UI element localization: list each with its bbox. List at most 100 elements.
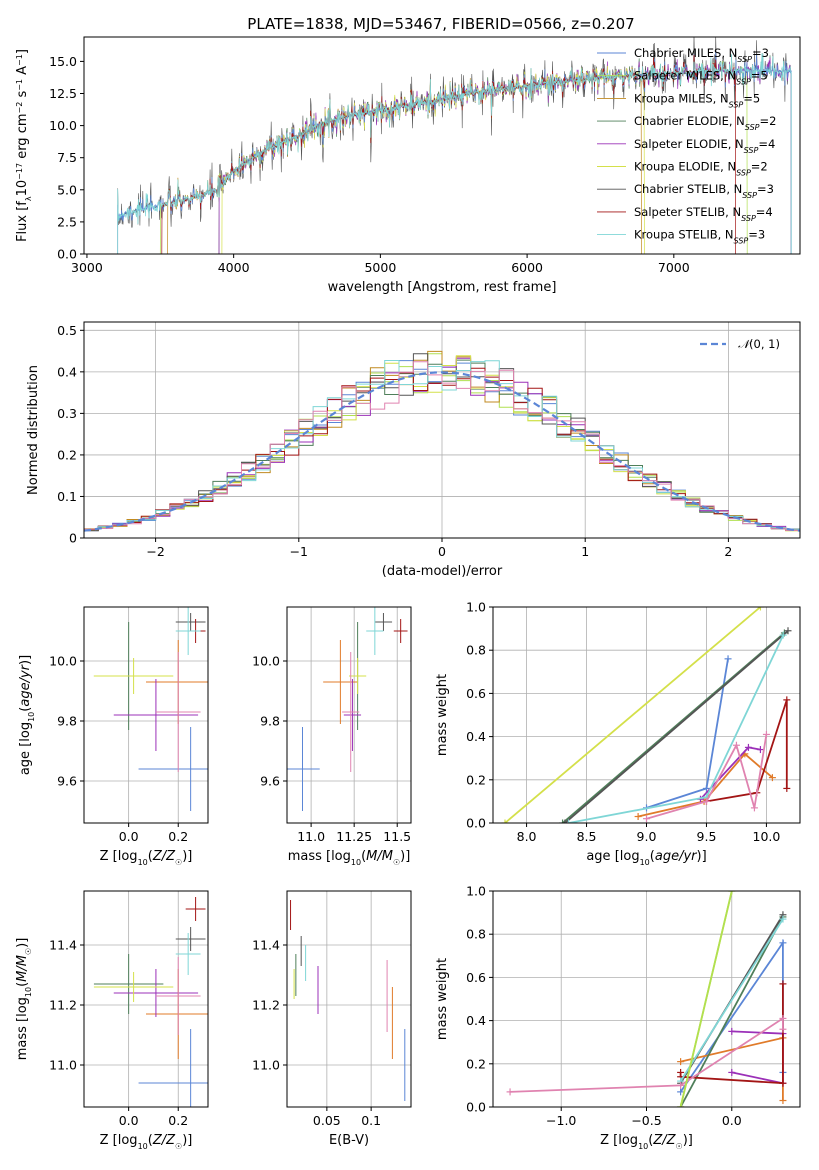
- x-tick-label: 8.0: [517, 829, 537, 844]
- y-tick-label: 0.0: [466, 1100, 486, 1115]
- x-tick-label: 2: [724, 544, 732, 559]
- y-tick-label: 11.4: [252, 938, 280, 953]
- age-weight-plot-area: [493, 607, 800, 823]
- axes-frame: [83, 321, 801, 539]
- legend-entry: Kroupa MILES, NSSP=5: [634, 91, 760, 109]
- y-tick-label: 0.6: [466, 686, 486, 701]
- x-tick-label: 0.0: [119, 1113, 139, 1128]
- legend-entry: Chabrier MILES, NSSP=3: [634, 46, 769, 64]
- x-tick-label: 1: [581, 544, 589, 559]
- y-tick-label: 0: [69, 531, 77, 546]
- weight-series-line: [504, 607, 761, 823]
- legend-entry: Salpeter STELIB, NSSP=4: [634, 205, 773, 223]
- x-tick-label: 9.0: [637, 829, 657, 844]
- errorbar-point: [155, 957, 201, 1035]
- Z-age-plot-area: [84, 607, 208, 823]
- y-tick-label: 1.0: [466, 600, 486, 615]
- x-tick-label: 11.0: [297, 829, 325, 844]
- y-axis-label: mass weight: [435, 674, 450, 756]
- errorbar-point: [343, 679, 362, 751]
- spectrum-series-line: [161, 54, 736, 254]
- errorbar-point: [366, 607, 384, 655]
- residual-histogram-step: [84, 361, 800, 531]
- y-tick-label: 11.2: [252, 998, 280, 1013]
- errorbar-point: [175, 927, 206, 951]
- weight-series-line: [679, 918, 784, 1082]
- age-weight-panel: 8.0 8.5 9.0 9.5 10.0 0.0 0.2 0.4 0.6 0.8 1.0 age [l…: [435, 600, 801, 867]
- y-tick-label: 11.4: [49, 938, 77, 953]
- y-tick-label: 0.8: [466, 643, 486, 658]
- z-weight-panel: −1.0 −0.5 0.0 0.0 0.2 0.4 0.6 0.8 1.0 Z [log10(Z/…: [435, 884, 801, 1151]
- errorbar-point: [93, 954, 164, 1014]
- axes-frame: [286, 606, 412, 824]
- z-mass-panel: 0.0 0.2 11.0 11.2 11.4 Z [log10(Z/Z☉)] mass [l…: [15, 890, 209, 1151]
- x-axis-label: E(B-V): [329, 1133, 369, 1148]
- y-tick-label: 0.8: [466, 927, 486, 942]
- y-tick-label: 11.2: [49, 998, 77, 1013]
- errorbar-point: [175, 607, 201, 655]
- ebv-mass-panel: 0.05 0.1 11.0 11.2 11.4 E(B-V): [252, 890, 412, 1148]
- spectrum-legend: Chabrier MILES, NSSP=3 Salpeter MILES, NS…: [597, 46, 776, 245]
- y-axis-label: Flux [fλ10−17 erg cm−2 s−1 A−1]: [15, 49, 33, 242]
- weight-series-line: [510, 1016, 784, 1093]
- errorbar-point: [93, 658, 174, 694]
- errorbar-point: [185, 897, 206, 921]
- weight-series-line: [679, 916, 784, 1107]
- axes-frame: [286, 890, 412, 1108]
- spectrum-series-line: [167, 63, 642, 254]
- errorbar-point: [93, 972, 174, 1002]
- legend-entry: 𝒩(0, 1): [738, 337, 780, 351]
- x-tick-label: 10.0: [753, 829, 781, 844]
- x-axis-label: (data-model)/error: [382, 564, 503, 579]
- y-tick-label: 0.3: [57, 406, 77, 421]
- y-tick-label: 11.0: [252, 1058, 280, 1073]
- y-tick-label: 0.1: [57, 489, 77, 504]
- axes-frame: [492, 890, 801, 1108]
- Z-weight-plot-area: [493, 891, 800, 1107]
- y-axis-label: mass weight: [435, 958, 450, 1040]
- gaussian-reference-line: [84, 371, 800, 532]
- y-axis-label: age [log10(age/yr)]: [18, 655, 36, 775]
- y-tick-label: 5.0: [57, 182, 77, 197]
- x-tick-label: 0: [438, 544, 446, 559]
- x-tick-label: 5000: [364, 260, 396, 275]
- axes-frame: [83, 606, 209, 824]
- errorbar-point: [155, 652, 201, 772]
- y-tick-label: 0.0: [57, 247, 77, 262]
- y-axis-label: mass [log10(M/M☉)]: [15, 938, 33, 1061]
- errorbar-point: [175, 933, 201, 975]
- errorbar-point: [138, 1029, 208, 1107]
- y-tick-label: 10.0: [252, 654, 280, 669]
- x-axis-label: mass [log10(M/M☉)]: [288, 849, 411, 867]
- x-tick-label: 0.0: [119, 829, 139, 844]
- y-tick-label: 0.4: [466, 1013, 486, 1028]
- axes-frame: [83, 36, 801, 255]
- errorbar-point: [342, 652, 360, 772]
- x-tick-label: 8.5: [577, 829, 597, 844]
- y-tick-label: 0.0: [466, 816, 486, 831]
- weight-series-line: [564, 630, 789, 823]
- y-tick-label: 0.4: [57, 364, 77, 379]
- x-tick-label: −1: [290, 544, 308, 559]
- x-tick-label: 0.2: [168, 1113, 188, 1128]
- axes-frame: [492, 606, 801, 824]
- x-tick-label: 0.0: [722, 1113, 742, 1128]
- legend-entry: Chabrier ELODIE, NSSP=2: [634, 114, 776, 132]
- y-tick-label: 12.5: [49, 86, 77, 101]
- legend-entry: Kroupa ELODIE, NSSP=2: [634, 160, 768, 178]
- x-tick-label: 7000: [658, 260, 690, 275]
- y-tick-label: 0.2: [57, 447, 77, 462]
- errorbar-point: [113, 679, 199, 751]
- x-tick-label: 11.5: [383, 829, 411, 844]
- legend-entry: Salpeter MILES, NSSP=5: [634, 69, 768, 87]
- x-axis-label: wavelength [Angstrom, rest frame]: [328, 280, 557, 295]
- spectrum-series-line: [218, 55, 792, 254]
- errorbar-point: [113, 969, 199, 1017]
- x-axis-label: Z [log10(Z/Z☉)]: [100, 849, 193, 867]
- errorbar-point: [287, 727, 320, 811]
- x-tick-label: −1.0: [546, 1113, 576, 1128]
- spectrum-series-line: [221, 65, 645, 254]
- figure-title: PLATE=1838, MJD=53467, FIBERID=0566, z=0…: [247, 15, 634, 33]
- errorbar-point: [175, 613, 206, 631]
- y-tick-label: 10.0: [49, 118, 77, 133]
